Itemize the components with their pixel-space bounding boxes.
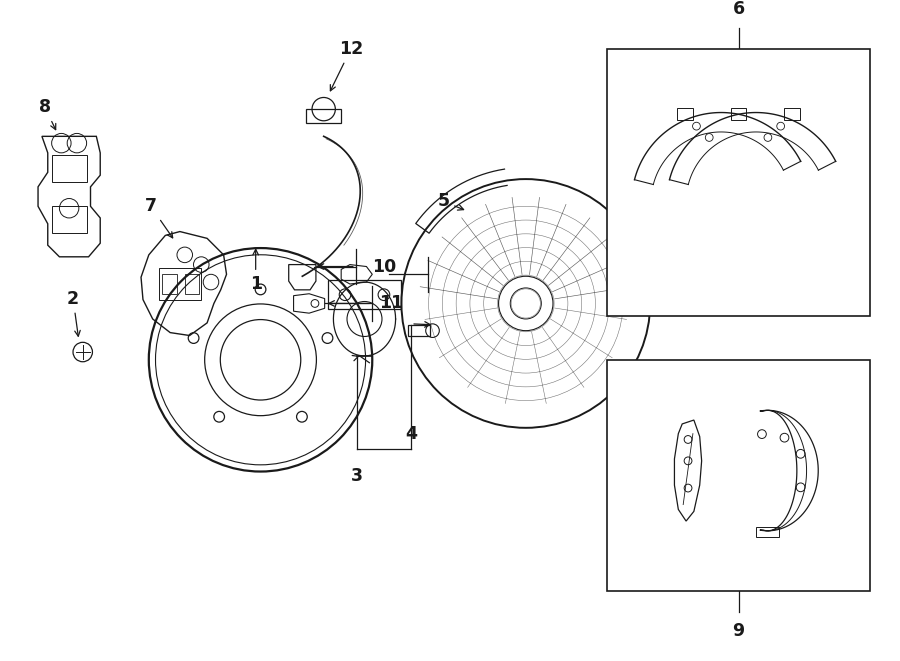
Bar xyxy=(306,109,341,123)
Bar xyxy=(328,280,401,309)
Text: 10: 10 xyxy=(373,258,397,276)
Text: 9: 9 xyxy=(733,622,744,640)
Text: 3: 3 xyxy=(351,467,363,485)
Text: 4: 4 xyxy=(405,426,417,444)
Text: 2: 2 xyxy=(67,290,80,336)
Text: 5: 5 xyxy=(437,192,464,210)
Text: 7: 7 xyxy=(145,197,173,238)
Bar xyxy=(158,268,202,299)
Bar xyxy=(184,274,199,293)
Bar xyxy=(51,206,86,233)
Bar xyxy=(731,108,746,120)
Text: 11: 11 xyxy=(379,294,403,313)
Bar xyxy=(608,360,869,591)
Bar xyxy=(409,325,429,336)
Bar xyxy=(784,108,800,120)
Bar xyxy=(51,155,86,182)
Bar xyxy=(608,49,869,316)
Bar xyxy=(678,108,693,120)
Text: 12: 12 xyxy=(330,40,363,91)
Bar xyxy=(756,527,779,537)
Text: 1: 1 xyxy=(249,249,262,293)
Text: 8: 8 xyxy=(39,98,56,130)
Bar xyxy=(162,274,177,293)
Text: 6: 6 xyxy=(733,0,744,18)
